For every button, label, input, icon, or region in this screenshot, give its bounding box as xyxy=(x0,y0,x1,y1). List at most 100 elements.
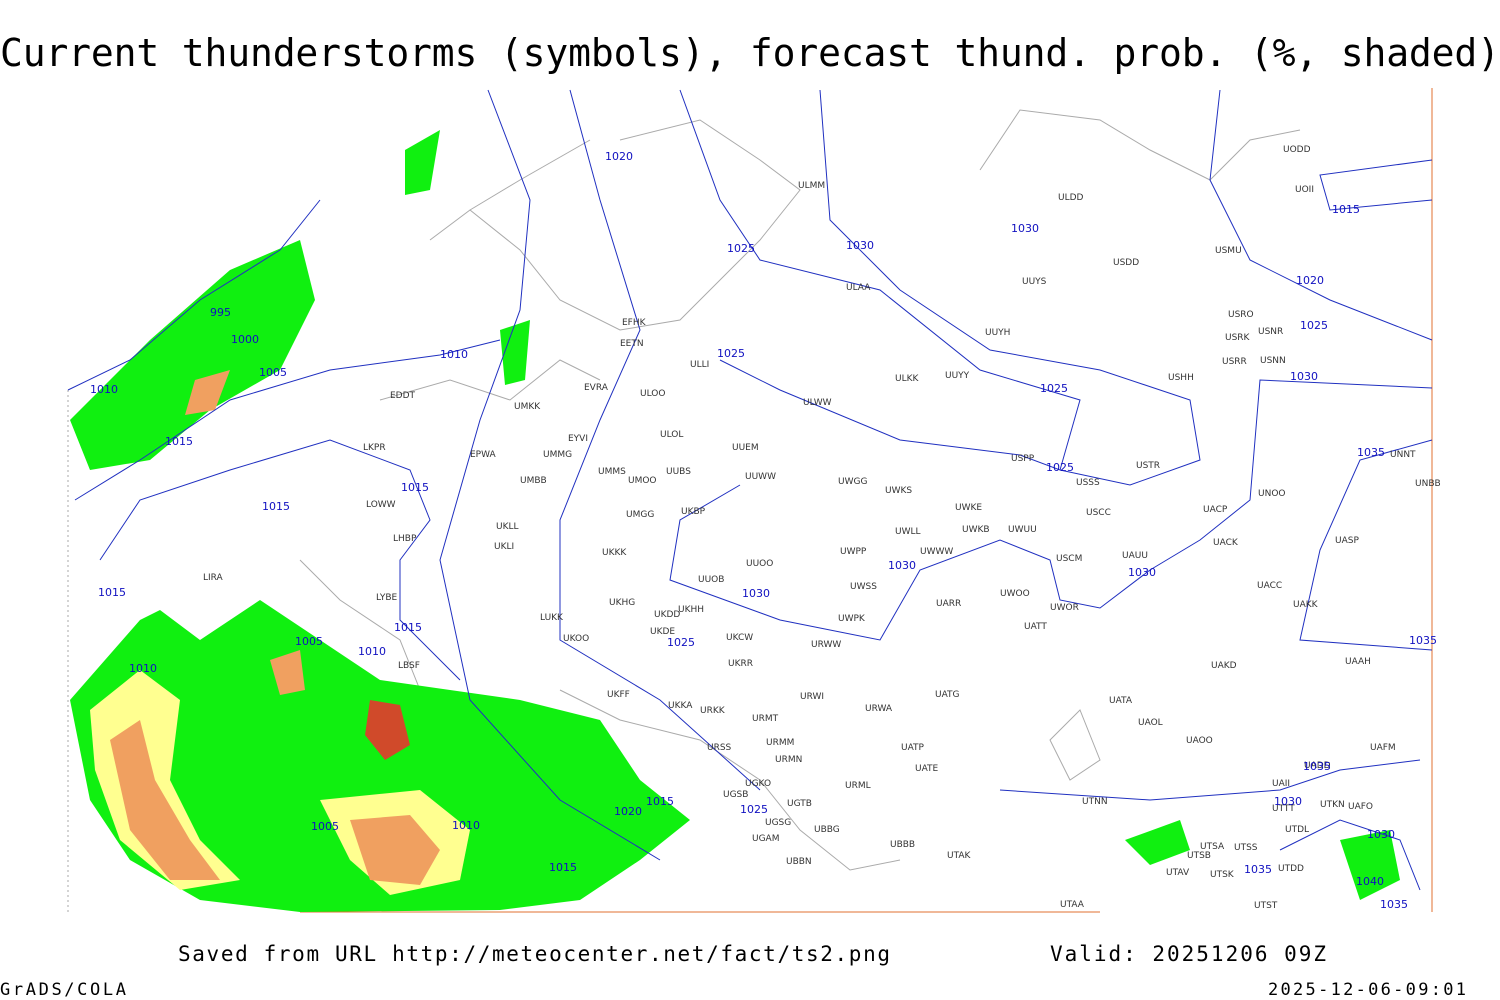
station-label: LBSF xyxy=(398,661,420,671)
isobar-label: 1025 xyxy=(1046,461,1074,474)
station-label: UBBN xyxy=(786,857,812,867)
isobar-label: 1025 xyxy=(727,242,755,255)
station-label: UTSA xyxy=(1200,842,1225,852)
station-label: UBBB xyxy=(890,840,915,850)
isobar-label: 1025 xyxy=(717,347,745,360)
isobar-label: 1020 xyxy=(605,150,633,163)
isobar-label: 1015 xyxy=(549,861,577,874)
station-label: UTNN xyxy=(1082,797,1108,807)
station-label: UAKK xyxy=(1293,600,1319,610)
station-label: UMOO xyxy=(628,476,657,486)
station-label: LHBP xyxy=(393,534,417,544)
isobar-label: 1005 xyxy=(259,366,287,379)
station-label: UACK xyxy=(1213,538,1239,548)
station-label: UATT xyxy=(1024,622,1047,632)
isobar-label: 1015 xyxy=(1332,203,1360,216)
station-label: USCM xyxy=(1056,554,1082,564)
valid-time: Valid: 20251206 09Z xyxy=(1050,942,1326,966)
station-label: USNR xyxy=(1258,327,1283,337)
station-label: UNOO xyxy=(1258,489,1286,499)
map-frame xyxy=(67,88,1433,913)
station-label: UAFM xyxy=(1370,743,1396,753)
station-label: UTAA xyxy=(1060,900,1085,910)
station-label: UAOL xyxy=(1138,718,1163,728)
station-label: UKHG xyxy=(609,598,635,608)
station-label: UAUU xyxy=(1122,551,1148,561)
isobar-label: 1030 xyxy=(1367,828,1395,841)
station-label: EYVI xyxy=(568,434,588,444)
station-label: UAII xyxy=(1272,779,1290,789)
isobar-label: 1005 xyxy=(295,635,323,648)
station-label: LIRA xyxy=(203,573,224,583)
source-url: Saved from URL http://meteocenter.net/fa… xyxy=(178,942,890,966)
station-label: LYBE xyxy=(376,593,397,603)
station-label: USNN xyxy=(1260,356,1286,366)
station-label: UUOO xyxy=(746,559,773,569)
station-label: EPWA xyxy=(470,450,497,460)
station-label: UWOR xyxy=(1050,603,1079,613)
isobar-label: 1030 xyxy=(1274,795,1302,808)
station-label: UKDD xyxy=(654,610,680,620)
station-label: USRK xyxy=(1225,333,1251,343)
station-label: UKRR xyxy=(728,659,753,669)
isobar-label: 1015 xyxy=(646,795,674,808)
station-label: UATG xyxy=(935,690,960,700)
station-label: UWGG xyxy=(838,477,867,487)
station-label: USCC xyxy=(1086,508,1111,518)
coastlines xyxy=(299,109,1301,871)
station-label: UAOO xyxy=(1186,736,1213,746)
isobar-label: 1010 xyxy=(129,662,157,675)
isobar-label: 1030 xyxy=(1290,370,1318,383)
isobar-label: 1030 xyxy=(1011,222,1039,235)
isobar-label: 1030 xyxy=(1128,566,1156,579)
station-label: UWKE xyxy=(955,503,982,513)
station-label: UGKO xyxy=(745,779,771,789)
isobar-label: 1005 xyxy=(311,820,339,833)
station-label: UKBP xyxy=(681,507,706,517)
thunderstorm-probability xyxy=(70,130,1400,912)
station-label: URWA xyxy=(865,704,893,714)
station-label: UKOO xyxy=(563,634,589,644)
software-credit: GrADS/COLA xyxy=(0,980,126,1000)
isobar-label: 1015 xyxy=(262,500,290,513)
station-label: UNNT xyxy=(1390,450,1416,460)
station-label: UWOO xyxy=(1000,589,1030,599)
station-label: UAFO xyxy=(1348,802,1373,812)
isobar-label: 1010 xyxy=(440,348,468,361)
station-label: UUOB xyxy=(698,575,724,585)
station-label: UWUU xyxy=(1008,525,1037,535)
isobar-label: 995 xyxy=(210,306,231,319)
station-label: UATP xyxy=(901,743,925,753)
isobar-label: 1000 xyxy=(231,333,259,346)
station-label: UKDE xyxy=(650,627,675,637)
station-label: UMMS xyxy=(598,467,626,477)
station-label: EVRA xyxy=(584,383,609,393)
station-label: ULDD xyxy=(1058,193,1084,203)
station-label: UODD xyxy=(1283,145,1311,155)
station-label: ULKK xyxy=(895,374,920,384)
isobar-label: 1025 xyxy=(740,803,768,816)
isobar-label: 1025 xyxy=(1040,382,1068,395)
station-label: URMN xyxy=(775,755,802,765)
station-label: UMBB xyxy=(520,476,547,486)
station-label: UATA xyxy=(1109,696,1133,706)
isobar-label: 1035 xyxy=(1303,760,1331,773)
station-label: UUWW xyxy=(745,472,776,482)
station-label: UATE xyxy=(915,764,939,774)
station-label: UWWW xyxy=(920,547,953,557)
station-label: EETN xyxy=(620,339,644,349)
station-label: UUEM xyxy=(732,443,759,453)
station-label: UMKK xyxy=(514,402,541,412)
station-label: UTST xyxy=(1254,901,1278,911)
station-label: USHH xyxy=(1168,373,1194,383)
station-label: UKKK xyxy=(602,548,627,558)
station-label: UMMG xyxy=(543,450,572,460)
station-label: UTAV xyxy=(1166,868,1190,878)
isobar-label: 1010 xyxy=(90,383,118,396)
station-label: UWPK xyxy=(838,614,866,624)
station-label: USSS xyxy=(1076,478,1100,488)
station-label: URSS xyxy=(707,743,732,753)
station-label: UGSB xyxy=(723,790,748,800)
station-label: LUKK xyxy=(540,613,564,623)
